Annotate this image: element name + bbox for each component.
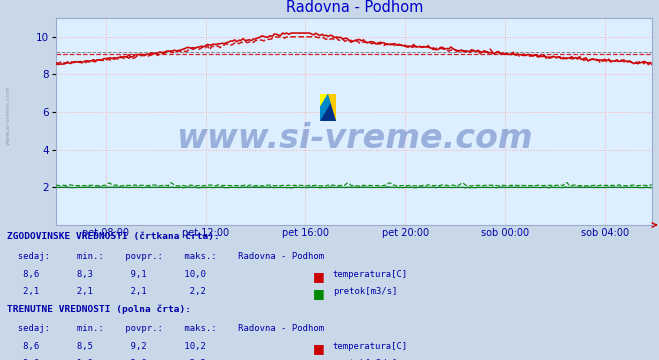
Text: www.si-vreme.com: www.si-vreme.com	[5, 85, 11, 145]
Polygon shape	[320, 94, 328, 107]
Polygon shape	[320, 94, 336, 121]
Text: ■: ■	[313, 270, 325, 283]
Text: pretok[m3/s]: pretok[m3/s]	[333, 287, 397, 296]
Text: 8,6       8,5       9,2       10,2: 8,6 8,5 9,2 10,2	[7, 342, 206, 351]
Text: temperatura[C]: temperatura[C]	[333, 342, 408, 351]
Text: temperatura[C]: temperatura[C]	[333, 270, 408, 279]
Text: ■: ■	[313, 342, 325, 355]
Text: ZGODOVINSKE VREDNOSTI (črtkana črta):: ZGODOVINSKE VREDNOSTI (črtkana črta):	[7, 232, 219, 241]
Text: sedaj:     min.:    povpr.:    maks.:    Radovna - Podhom: sedaj: min.: povpr.: maks.: Radovna - Po…	[7, 252, 324, 261]
Title: Radovna - Podhom: Radovna - Podhom	[285, 0, 423, 15]
Text: pretok[m3/s]: pretok[m3/s]	[333, 359, 397, 360]
Polygon shape	[328, 94, 336, 121]
Text: sedaj:     min.:    povpr.:    maks.:    Radovna - Podhom: sedaj: min.: povpr.: maks.: Radovna - Po…	[7, 324, 324, 333]
Text: 2,0       1,9       2,0        2,2: 2,0 1,9 2,0 2,2	[7, 359, 206, 360]
Polygon shape	[320, 94, 336, 121]
Text: 8,6       8,3       9,1       10,0: 8,6 8,3 9,1 10,0	[7, 270, 206, 279]
Text: ■: ■	[313, 359, 325, 360]
Text: TRENUTNE VREDNOSTI (polna črta):: TRENUTNE VREDNOSTI (polna črta):	[7, 304, 190, 314]
Text: www.si-vreme.com: www.si-vreme.com	[176, 122, 532, 154]
Text: 2,1       2,1       2,1        2,2: 2,1 2,1 2,1 2,2	[7, 287, 206, 296]
Text: ■: ■	[313, 287, 325, 300]
